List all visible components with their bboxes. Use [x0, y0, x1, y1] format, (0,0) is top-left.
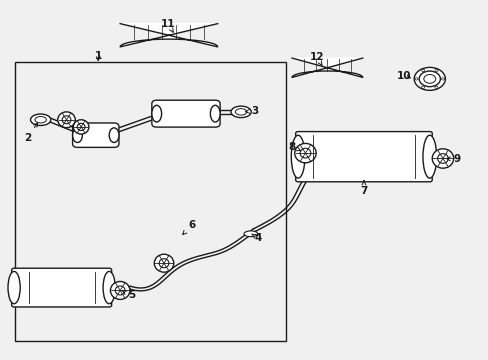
- Circle shape: [434, 86, 437, 89]
- Text: 10: 10: [396, 71, 411, 81]
- Circle shape: [441, 78, 444, 80]
- Ellipse shape: [35, 117, 46, 123]
- Ellipse shape: [73, 128, 82, 143]
- Text: 7: 7: [360, 181, 367, 197]
- Ellipse shape: [244, 231, 257, 237]
- FancyBboxPatch shape: [152, 100, 220, 127]
- Ellipse shape: [103, 271, 115, 304]
- Circle shape: [423, 75, 435, 83]
- Circle shape: [418, 71, 440, 87]
- Polygon shape: [120, 24, 217, 47]
- Ellipse shape: [62, 116, 71, 124]
- Ellipse shape: [431, 149, 453, 168]
- Ellipse shape: [58, 112, 75, 128]
- Ellipse shape: [73, 120, 89, 134]
- Ellipse shape: [152, 105, 161, 122]
- Ellipse shape: [77, 123, 85, 131]
- Text: 8: 8: [288, 142, 301, 152]
- Text: 6: 6: [183, 220, 195, 235]
- Ellipse shape: [422, 135, 436, 178]
- Ellipse shape: [159, 259, 168, 268]
- Ellipse shape: [235, 109, 246, 115]
- Ellipse shape: [8, 271, 20, 304]
- Text: 2: 2: [24, 123, 38, 143]
- Bar: [15, 62, 285, 341]
- Circle shape: [421, 69, 424, 72]
- Ellipse shape: [115, 286, 125, 295]
- FancyBboxPatch shape: [12, 268, 111, 307]
- Text: 3: 3: [245, 106, 258, 116]
- Polygon shape: [291, 58, 362, 77]
- Circle shape: [434, 69, 437, 72]
- Circle shape: [414, 78, 417, 80]
- Text: 1: 1: [94, 51, 102, 61]
- Ellipse shape: [294, 143, 316, 163]
- FancyBboxPatch shape: [295, 132, 431, 182]
- Ellipse shape: [210, 105, 220, 122]
- Ellipse shape: [109, 128, 119, 143]
- FancyBboxPatch shape: [73, 123, 119, 147]
- Ellipse shape: [154, 254, 173, 272]
- Ellipse shape: [30, 114, 51, 126]
- Ellipse shape: [291, 135, 305, 178]
- Text: 11: 11: [161, 19, 175, 32]
- Text: 4: 4: [251, 233, 261, 243]
- Ellipse shape: [110, 282, 130, 300]
- Ellipse shape: [230, 106, 251, 118]
- Ellipse shape: [300, 148, 310, 158]
- Ellipse shape: [437, 154, 447, 163]
- Circle shape: [421, 86, 424, 89]
- Text: 12: 12: [309, 52, 323, 65]
- Text: 5: 5: [122, 291, 135, 301]
- Circle shape: [413, 67, 445, 90]
- Text: 9: 9: [446, 154, 459, 164]
